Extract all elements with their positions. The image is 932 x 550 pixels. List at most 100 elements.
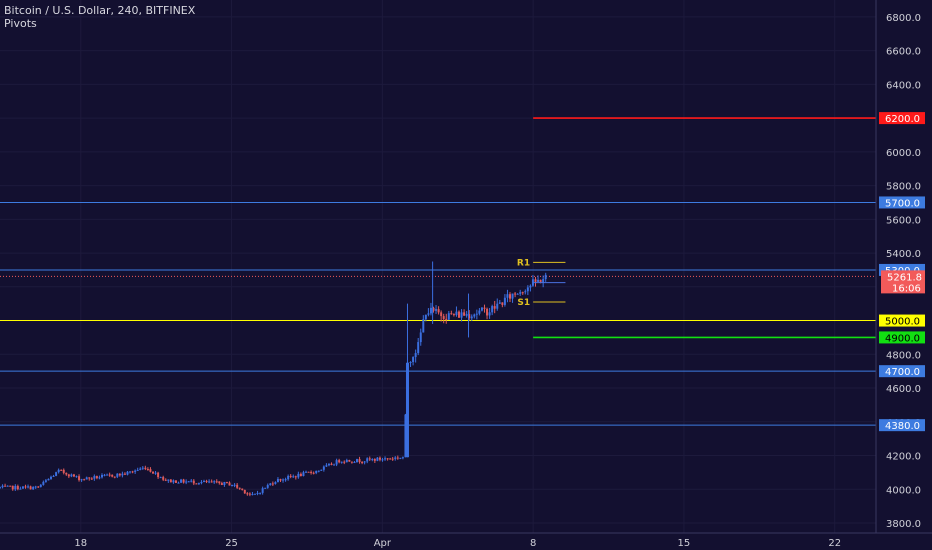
- candle: [391, 456, 394, 461]
- candle-body: [90, 478, 93, 480]
- candle-body: [238, 487, 241, 489]
- candle-body: [345, 459, 348, 463]
- candle-body: [60, 469, 63, 471]
- price-tag-4700-0: 4700.0: [879, 365, 925, 378]
- candle-body: [144, 467, 147, 470]
- candle-body: [75, 476, 78, 478]
- candle-body: [6, 485, 9, 487]
- candle-body: [455, 311, 458, 316]
- candle-body: [384, 458, 387, 460]
- candle: [205, 479, 208, 484]
- candle: [519, 289, 522, 296]
- candle-body: [534, 279, 537, 282]
- candle-body: [473, 314, 476, 317]
- candle: [333, 463, 336, 466]
- x-tick-label: 22: [828, 538, 841, 549]
- candle: [307, 471, 310, 473]
- candle: [14, 484, 17, 491]
- candle-body: [231, 485, 234, 487]
- candle-body: [391, 458, 394, 460]
- x-tick-label: 15: [678, 538, 691, 549]
- candle-body: [274, 482, 277, 484]
- candle-body: [483, 307, 486, 309]
- candle-body: [340, 461, 343, 463]
- x-tick-label: 25: [225, 538, 238, 549]
- candle: [524, 289, 527, 295]
- candle-body: [432, 307, 435, 311]
- candle-body: [371, 459, 374, 461]
- y-tick-label: 6800.0: [886, 13, 921, 24]
- candle-body: [116, 473, 119, 477]
- candle: [435, 305, 438, 314]
- x-tick-label: 8: [530, 538, 536, 549]
- candle: [480, 307, 483, 312]
- candle: [220, 481, 223, 486]
- candle: [103, 473, 106, 477]
- candle-body: [363, 461, 366, 463]
- candle-body: [496, 303, 499, 309]
- candle-body: [381, 459, 384, 461]
- candle-body: [256, 492, 259, 494]
- candle-body: [16, 486, 19, 490]
- candle: [9, 485, 12, 487]
- candle-body: [524, 291, 527, 293]
- candle: [279, 478, 282, 483]
- price-tag-5000-0: 5000.0: [879, 314, 925, 328]
- candle-body: [458, 311, 460, 318]
- candle: [118, 473, 121, 477]
- candle-body: [503, 297, 506, 305]
- candle-body: [417, 342, 420, 354]
- y-tick-label: 3800.0: [886, 519, 921, 530]
- candle: [6, 485, 9, 487]
- candle-body: [34, 486, 37, 488]
- candle-body: [312, 472, 315, 474]
- candle-body: [129, 471, 132, 473]
- candle: [39, 483, 42, 488]
- candle-body: [435, 309, 438, 311]
- candle-body: [429, 307, 432, 314]
- candle-body: [192, 480, 195, 484]
- candle-body: [57, 469, 60, 473]
- candle-body: [305, 471, 307, 473]
- candle: [16, 484, 19, 491]
- candle-body: [106, 474, 109, 476]
- candle-body: [269, 483, 272, 486]
- candle: [233, 483, 236, 488]
- candle: [282, 478, 285, 483]
- candle: [182, 478, 185, 484]
- candle: [478, 308, 481, 316]
- candle-body: [39, 484, 42, 487]
- price-tag-bg: [879, 314, 925, 327]
- candle: [422, 315, 425, 333]
- candle-body: [52, 475, 55, 477]
- candle-body: [542, 279, 545, 283]
- candle-body: [282, 479, 285, 481]
- candle-body: [358, 459, 361, 463]
- candle-body: [1, 485, 4, 488]
- candle: [501, 302, 504, 308]
- candle: [488, 307, 491, 319]
- candle: [526, 285, 529, 296]
- candle-body: [195, 483, 198, 485]
- candle: [37, 486, 40, 488]
- candle-body: [307, 471, 310, 473]
- candle: [129, 471, 132, 474]
- candle-body: [276, 479, 279, 483]
- candle-body: [243, 489, 246, 494]
- candle: [521, 291, 524, 295]
- candle-body: [333, 464, 336, 466]
- candle: [315, 470, 318, 475]
- candle-body: [88, 477, 91, 479]
- price-tag-bg: [879, 419, 925, 432]
- candle: [389, 457, 392, 460]
- candle: [317, 470, 320, 473]
- candle-body: [146, 469, 149, 471]
- candle: [213, 480, 216, 484]
- candle: [85, 476, 88, 480]
- candle-body: [404, 414, 407, 458]
- candle: [187, 480, 190, 483]
- candle: [440, 310, 443, 322]
- candle-body: [294, 476, 297, 478]
- candle: [80, 478, 83, 482]
